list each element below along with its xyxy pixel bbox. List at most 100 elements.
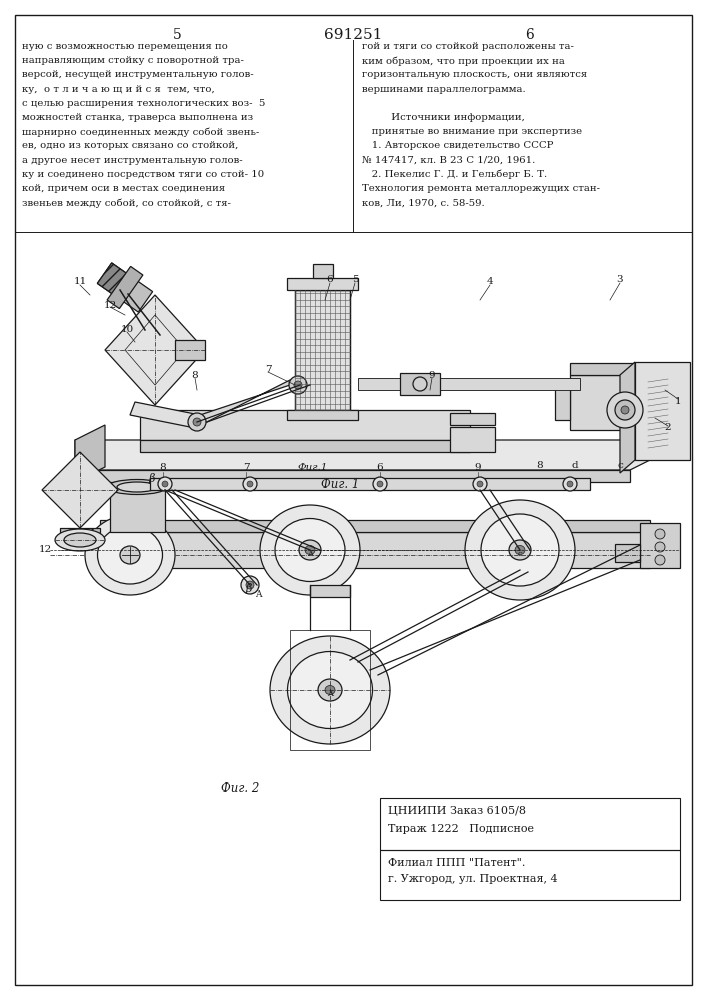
- Circle shape: [655, 542, 665, 552]
- Text: 5: 5: [173, 28, 182, 42]
- Polygon shape: [195, 380, 305, 428]
- Circle shape: [158, 477, 172, 491]
- Polygon shape: [287, 278, 358, 290]
- Text: β: β: [245, 583, 252, 594]
- Ellipse shape: [515, 546, 525, 554]
- Bar: [110, 487, 165, 532]
- Bar: [615, 544, 640, 562]
- Text: Филиал ППП "Патент".: Филиал ППП "Патент".: [388, 858, 525, 868]
- Text: 3: 3: [617, 275, 624, 284]
- Text: 8: 8: [192, 370, 198, 379]
- Text: 9: 9: [474, 463, 481, 472]
- Bar: [570, 375, 635, 430]
- Polygon shape: [175, 340, 205, 360]
- Bar: [60, 528, 100, 545]
- Text: с целью расширения технологических воз-  5: с целью расширения технологических воз- …: [22, 99, 265, 108]
- Text: ку,  о т л и ч а ю щ и й с я  тем, что,: ку, о т л и ч а ю щ и й с я тем, что,: [22, 85, 215, 94]
- Ellipse shape: [120, 546, 140, 564]
- Text: а другое несет инструментальную голов-: а другое несет инструментальную голов-: [22, 156, 243, 165]
- Polygon shape: [42, 452, 118, 528]
- Text: 9: 9: [428, 370, 436, 379]
- Circle shape: [477, 481, 483, 487]
- Text: 8: 8: [160, 463, 166, 472]
- Text: 12: 12: [38, 546, 52, 554]
- Bar: [98, 263, 128, 295]
- Circle shape: [607, 392, 643, 428]
- Bar: [570, 363, 635, 375]
- Bar: [640, 523, 680, 568]
- Bar: [450, 413, 495, 425]
- Polygon shape: [75, 425, 105, 482]
- Bar: [380, 798, 680, 850]
- Ellipse shape: [325, 686, 335, 694]
- Text: 2: 2: [665, 424, 672, 432]
- Bar: [310, 585, 350, 597]
- Text: c: c: [518, 550, 522, 558]
- Text: 10: 10: [120, 326, 134, 334]
- Text: можностей станка, траверса выполнена из: можностей станка, траверса выполнена из: [22, 113, 253, 122]
- Polygon shape: [75, 470, 630, 482]
- Circle shape: [413, 377, 427, 391]
- Ellipse shape: [288, 652, 373, 728]
- Circle shape: [188, 413, 206, 431]
- Polygon shape: [105, 295, 205, 405]
- Text: 691251: 691251: [324, 28, 382, 42]
- Text: 11: 11: [74, 277, 87, 286]
- Ellipse shape: [509, 540, 531, 560]
- Text: № 147417, кл. В 23 С 1/20, 1961.: № 147417, кл. В 23 С 1/20, 1961.: [362, 156, 535, 165]
- Text: 6: 6: [327, 275, 333, 284]
- Bar: [380, 850, 680, 900]
- Text: ким образом, что при проекции их на: ким образом, что при проекции их на: [362, 56, 565, 66]
- Bar: [450, 427, 495, 452]
- Text: 2. Пекелис Г. Д. и Гельберг Б. Т.: 2. Пекелис Г. Д. и Гельберг Б. Т.: [362, 170, 547, 179]
- Bar: [100, 520, 650, 532]
- Circle shape: [621, 406, 629, 414]
- Text: β: β: [148, 473, 154, 484]
- Text: A: A: [255, 590, 262, 599]
- Bar: [555, 385, 570, 420]
- Text: шарнирно соединенных между собой звень-: шарнирно соединенных между собой звень-: [22, 127, 259, 137]
- Ellipse shape: [305, 546, 315, 554]
- Text: ев, одно из которых связано со стойкой,: ев, одно из которых связано со стойкой,: [22, 141, 238, 150]
- Text: направляющим стойку с поворотной тра-: направляющим стойку с поворотной тра-: [22, 56, 244, 65]
- Circle shape: [373, 477, 387, 491]
- Text: d: d: [572, 461, 578, 470]
- Circle shape: [193, 418, 201, 426]
- Text: 8: 8: [537, 461, 543, 470]
- Circle shape: [615, 400, 635, 420]
- Text: звеньев между собой, со стойкой, с тя-: звеньев между собой, со стойкой, с тя-: [22, 198, 231, 208]
- Polygon shape: [140, 410, 470, 440]
- Text: 1: 1: [674, 397, 682, 406]
- Text: 7: 7: [243, 463, 250, 472]
- Text: 6: 6: [377, 463, 383, 472]
- Text: гой и тяги со стойкой расположены та-: гой и тяги со стойкой расположены та-: [362, 42, 574, 51]
- Circle shape: [162, 481, 168, 487]
- Circle shape: [563, 477, 577, 491]
- Text: ков, Ли, 1970, с. 58-59.: ков, Ли, 1970, с. 58-59.: [362, 198, 485, 207]
- Text: Фиг.1: Фиг.1: [298, 463, 328, 472]
- Ellipse shape: [260, 505, 360, 595]
- Bar: [648, 377, 668, 452]
- Bar: [295, 290, 350, 410]
- Text: ЦНИИПИ Заказ 6105/8: ЦНИИПИ Заказ 6105/8: [388, 806, 526, 816]
- Ellipse shape: [117, 482, 157, 492]
- Text: Фиг. 1: Фиг. 1: [321, 478, 359, 491]
- Circle shape: [473, 477, 487, 491]
- Text: c: c: [617, 461, 623, 470]
- Polygon shape: [400, 373, 440, 395]
- Ellipse shape: [299, 540, 321, 560]
- Text: горизонтальную плоскость, они являются: горизонтальную плоскость, они являются: [362, 70, 587, 79]
- Text: 5: 5: [351, 275, 358, 284]
- Text: 12: 12: [103, 300, 117, 310]
- Text: кой, причем оси в местах соединения: кой, причем оси в местах соединения: [22, 184, 225, 193]
- Text: Источники информации,: Источники информации,: [362, 113, 525, 122]
- Bar: [107, 266, 143, 309]
- Bar: [98, 263, 153, 312]
- Text: 7: 7: [264, 365, 271, 374]
- Text: A: A: [327, 690, 333, 698]
- Ellipse shape: [318, 679, 342, 701]
- Bar: [150, 478, 590, 490]
- Polygon shape: [140, 440, 470, 452]
- Ellipse shape: [275, 518, 345, 582]
- Circle shape: [567, 481, 573, 487]
